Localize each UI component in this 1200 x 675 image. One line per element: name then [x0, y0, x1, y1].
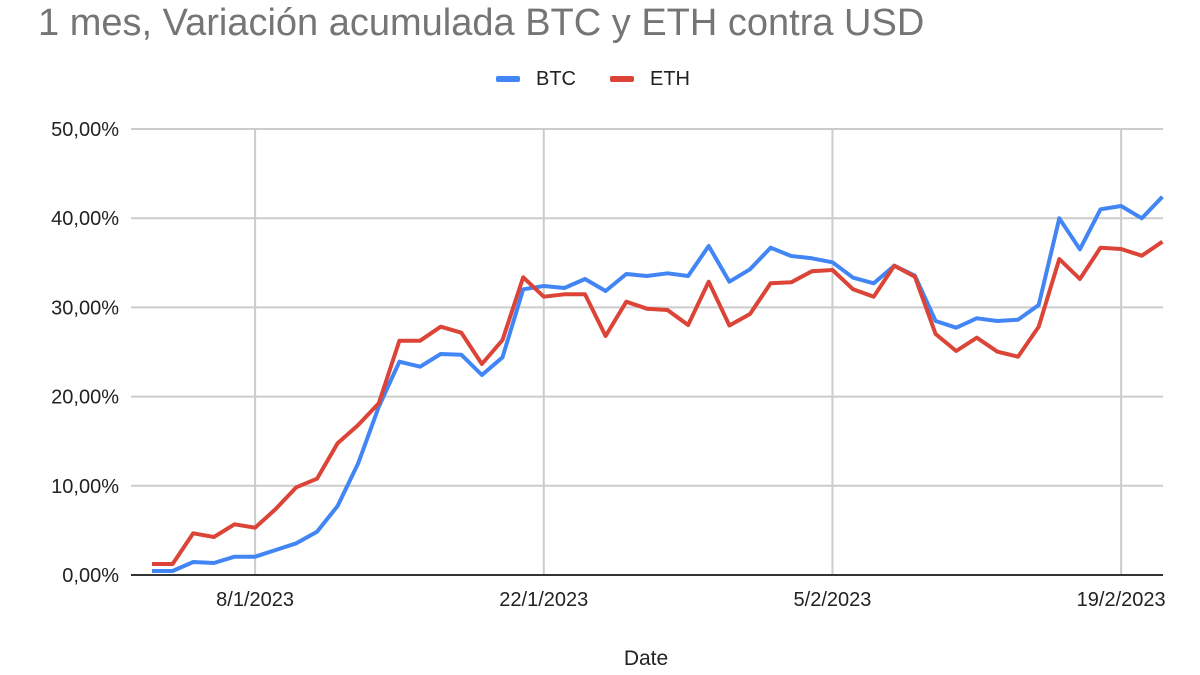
- x-tick-label: 22/1/2023: [499, 589, 588, 611]
- y-tick-label: 50,00%: [51, 119, 119, 141]
- horizontal-gridlines: [131, 128, 1163, 487]
- btc-swatch-icon: [496, 76, 520, 82]
- y-tick-label: 40,00%: [51, 208, 119, 230]
- series-line-btc[interactable]: [152, 195, 1164, 573]
- y-tick-label: 10,00%: [51, 476, 119, 498]
- series-lines: [152, 195, 1164, 573]
- series-line-eth[interactable]: [152, 240, 1164, 566]
- legend-item-btc[interactable]: BTC: [496, 68, 576, 91]
- legend-label-btc: BTC: [536, 67, 576, 90]
- y-axis-ticks: 0,00% 10,00% 20,00% 30,00% 40,00% 50,00%: [51, 119, 119, 587]
- y-tick-label: 0,00%: [62, 565, 119, 587]
- legend-label-eth: ETH: [650, 67, 690, 90]
- y-tick-label: 30,00%: [51, 297, 119, 319]
- x-tick-label: 19/2/2023: [1077, 589, 1166, 611]
- legend: BTC ETH: [496, 66, 724, 92]
- x-axis-ticks: 8/1/2023 22/1/2023 5/2/2023 19/2/2023: [216, 589, 1165, 611]
- x-axis-label: Date: [624, 647, 668, 670]
- eth-swatch-icon: [610, 76, 634, 82]
- x-tick-label: 5/2/2023: [794, 589, 872, 611]
- y-tick-label: 20,00%: [51, 387, 119, 409]
- vertical-gridlines: [254, 129, 1123, 575]
- chart-title: 1 mes, Variación acumulada BTC y ETH con…: [38, 2, 925, 44]
- legend-item-eth[interactable]: ETH: [610, 68, 690, 91]
- x-tick-label: 8/1/2023: [216, 589, 294, 611]
